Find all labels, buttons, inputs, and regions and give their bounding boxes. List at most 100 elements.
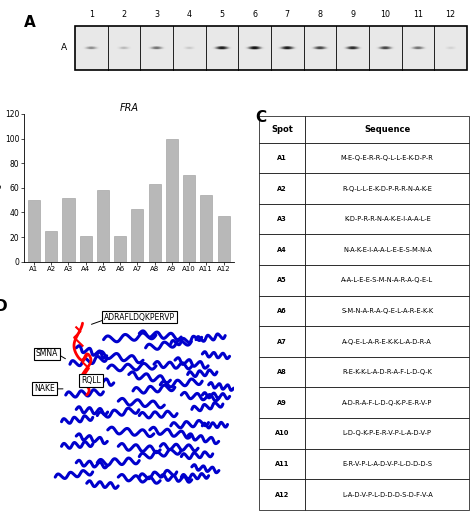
Circle shape bbox=[120, 47, 128, 48]
Text: A3: A3 bbox=[277, 216, 287, 222]
Text: A7: A7 bbox=[277, 339, 287, 345]
Circle shape bbox=[282, 47, 293, 49]
Circle shape bbox=[279, 47, 296, 49]
Circle shape bbox=[248, 47, 261, 49]
Bar bbox=[183, 175, 195, 262]
Circle shape bbox=[115, 47, 133, 49]
Circle shape bbox=[149, 47, 164, 49]
Bar bbox=[148, 184, 161, 262]
Circle shape bbox=[277, 47, 297, 49]
Circle shape bbox=[212, 47, 231, 49]
Circle shape bbox=[343, 47, 362, 49]
Text: A2: A2 bbox=[277, 186, 287, 191]
Circle shape bbox=[344, 47, 362, 49]
Text: A-A-L-E-E-S-M-N-A-R-A-Q-E-L: A-A-L-E-E-S-M-N-A-R-A-Q-E-L bbox=[341, 278, 433, 283]
Circle shape bbox=[380, 47, 391, 49]
Text: A-D-R-A-F-L-D-Q-K-P-E-R-V-P: A-D-R-A-F-L-D-Q-K-P-E-R-V-P bbox=[342, 400, 432, 406]
Text: 8: 8 bbox=[318, 10, 322, 19]
Circle shape bbox=[345, 47, 361, 49]
FancyBboxPatch shape bbox=[75, 26, 467, 70]
Circle shape bbox=[415, 47, 421, 48]
Circle shape bbox=[153, 47, 160, 48]
Text: 6: 6 bbox=[252, 10, 257, 19]
Circle shape bbox=[410, 47, 427, 49]
Circle shape bbox=[83, 47, 100, 49]
Circle shape bbox=[284, 47, 291, 48]
Circle shape bbox=[377, 47, 394, 49]
Circle shape bbox=[379, 47, 392, 49]
Text: RQLL: RQLL bbox=[81, 376, 101, 385]
Circle shape bbox=[84, 47, 99, 49]
Bar bbox=[305, 173, 469, 204]
Bar bbox=[63, 198, 74, 262]
Circle shape bbox=[250, 47, 259, 48]
Circle shape bbox=[311, 47, 328, 49]
Circle shape bbox=[409, 47, 427, 49]
Circle shape bbox=[116, 47, 132, 49]
Circle shape bbox=[249, 47, 260, 49]
Circle shape bbox=[151, 47, 162, 49]
Circle shape bbox=[278, 47, 297, 49]
Circle shape bbox=[410, 47, 425, 49]
Circle shape bbox=[447, 47, 455, 48]
Circle shape bbox=[183, 47, 196, 49]
Bar bbox=[259, 357, 305, 387]
Text: SMNA: SMNA bbox=[36, 349, 58, 359]
Circle shape bbox=[246, 47, 263, 49]
Bar bbox=[259, 204, 305, 234]
Text: E-R-V-P-L-A-D-V-P-L-D-D-D-S: E-R-V-P-L-A-D-V-P-L-D-D-D-S bbox=[342, 461, 432, 467]
Bar bbox=[305, 449, 469, 479]
Text: A5: A5 bbox=[277, 278, 287, 283]
Circle shape bbox=[116, 47, 132, 49]
Circle shape bbox=[313, 47, 328, 49]
Circle shape bbox=[82, 47, 100, 49]
Circle shape bbox=[313, 47, 327, 49]
Circle shape bbox=[278, 47, 296, 49]
Circle shape bbox=[245, 47, 264, 49]
Text: Sequence: Sequence bbox=[364, 125, 410, 134]
Circle shape bbox=[281, 47, 294, 49]
Circle shape bbox=[377, 47, 393, 49]
Circle shape bbox=[218, 47, 226, 48]
Bar bbox=[259, 295, 305, 326]
Text: A: A bbox=[61, 44, 67, 52]
Text: A1: A1 bbox=[277, 155, 287, 161]
Circle shape bbox=[148, 47, 165, 49]
Circle shape bbox=[215, 47, 229, 49]
Circle shape bbox=[283, 47, 292, 48]
Circle shape bbox=[445, 47, 457, 49]
Title: FRA: FRA bbox=[119, 103, 138, 113]
Circle shape bbox=[447, 47, 455, 48]
Text: 3: 3 bbox=[154, 10, 159, 19]
Circle shape bbox=[213, 47, 231, 49]
Circle shape bbox=[251, 47, 258, 48]
Circle shape bbox=[249, 47, 260, 49]
Bar bbox=[259, 143, 305, 173]
Text: 2: 2 bbox=[121, 10, 127, 19]
Circle shape bbox=[280, 47, 295, 49]
Circle shape bbox=[382, 47, 389, 48]
Bar bbox=[201, 195, 212, 262]
Text: A11: A11 bbox=[275, 461, 290, 467]
Text: K-D-P-R-R-N-A-K-E-I-A-A-L-E: K-D-P-R-R-N-A-K-E-I-A-A-L-E bbox=[344, 216, 431, 222]
Circle shape bbox=[87, 47, 96, 48]
Bar bbox=[259, 265, 305, 295]
Bar bbox=[305, 265, 469, 295]
Bar bbox=[80, 236, 92, 262]
Circle shape bbox=[182, 47, 197, 49]
Circle shape bbox=[217, 47, 227, 48]
Circle shape bbox=[245, 47, 264, 49]
Circle shape bbox=[84, 47, 98, 49]
Circle shape bbox=[186, 47, 192, 48]
Bar bbox=[305, 234, 469, 265]
Circle shape bbox=[376, 47, 395, 49]
Bar bbox=[259, 479, 305, 510]
Circle shape bbox=[118, 47, 130, 49]
Bar bbox=[305, 326, 469, 357]
Bar bbox=[259, 234, 305, 265]
Circle shape bbox=[349, 47, 356, 48]
Circle shape bbox=[182, 47, 196, 49]
Circle shape bbox=[181, 47, 198, 49]
Circle shape bbox=[148, 47, 165, 49]
Circle shape bbox=[120, 47, 128, 48]
